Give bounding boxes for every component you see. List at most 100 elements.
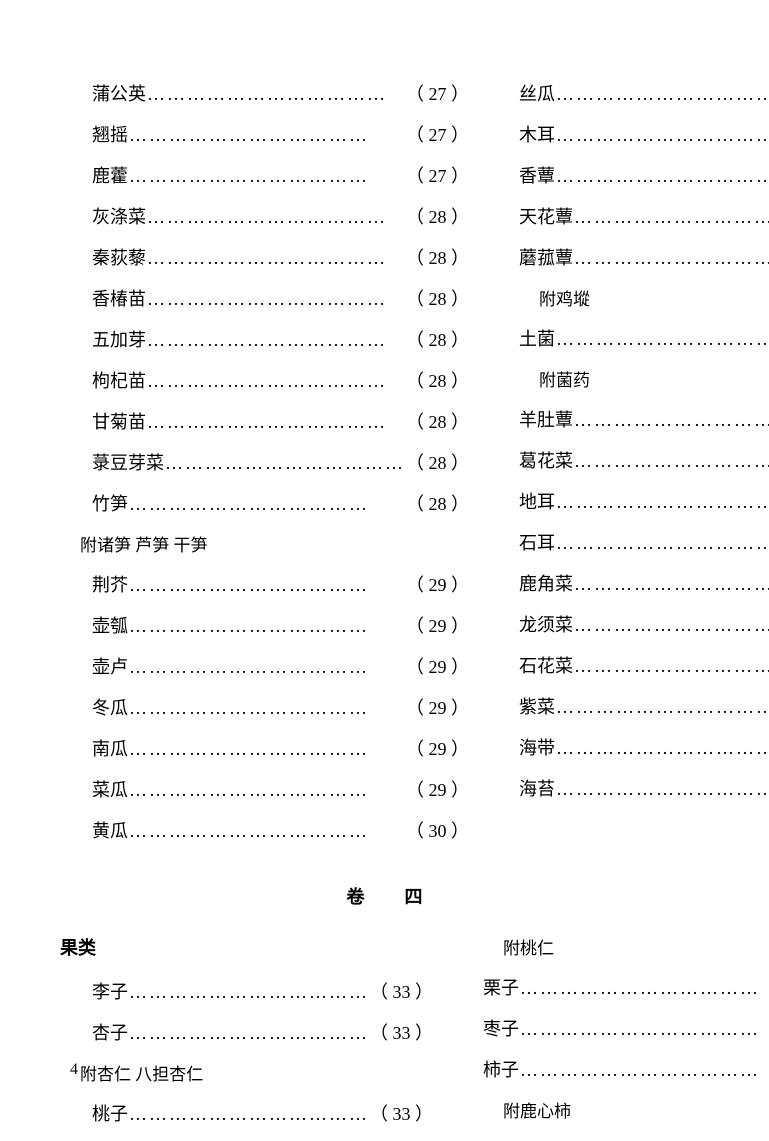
toc-entry: 葛花菜（ 31 ） bbox=[519, 447, 769, 473]
toc-leader-dots bbox=[555, 125, 769, 146]
toc-entry: 木耳（ 30 ） bbox=[519, 121, 769, 147]
toc-entry: 地耳（ 31 ） bbox=[519, 488, 769, 514]
toc-entry: 龙须菜（ 31 ） bbox=[519, 611, 769, 637]
toc-leader-dots bbox=[555, 166, 769, 187]
toc-entry-label: 秦荻藜 bbox=[60, 244, 146, 270]
toc-entry-label: 葛花菜 bbox=[519, 447, 573, 473]
toc-entry: 黄瓜（ 30 ） bbox=[60, 817, 469, 843]
toc-entry-page: （ 29 ） bbox=[406, 571, 469, 597]
toc-entry: 鹿藿（ 27 ） bbox=[60, 162, 469, 188]
toc-entry-label: 羊肚蕈 bbox=[519, 406, 573, 432]
toc-entry: 鹿角菜（ 31 ） bbox=[519, 570, 769, 596]
toc-entry-label: 丝瓜 bbox=[519, 80, 555, 106]
toc-entry-label: 枣子 bbox=[483, 1015, 519, 1041]
toc-entry-label: 五加芽 bbox=[60, 326, 146, 352]
toc-leader-dots bbox=[128, 125, 406, 146]
toc-entry: 五加芽 （ 28 ） bbox=[60, 326, 469, 352]
toc-entry-label: 甘菊苗 bbox=[60, 408, 146, 434]
toc-entry: 天花蕈（ 30 ） bbox=[519, 203, 769, 229]
toc-leader-dots bbox=[146, 289, 406, 310]
toc-leader-dots bbox=[128, 575, 406, 596]
toc-entry-label: 栗子 bbox=[483, 974, 519, 1000]
toc-entry-label: 李子 bbox=[60, 978, 128, 1004]
toc-leader-dots bbox=[128, 1023, 370, 1044]
toc-note: 附诸笋 芦笋 干笋 bbox=[80, 531, 469, 556]
toc-entry-label: 枸杞苗 bbox=[60, 367, 146, 393]
toc-entry-label: 天花蕈 bbox=[519, 203, 573, 229]
toc-entry-label: 灰涤菜 bbox=[60, 203, 146, 229]
toc-entry-page: （ 28 ） bbox=[406, 326, 469, 352]
toc-entry: 土菌（ 31 ） bbox=[519, 325, 769, 351]
toc-leader-dots bbox=[128, 1104, 370, 1125]
toc-leader-dots bbox=[146, 84, 406, 105]
toc-leader-dots bbox=[146, 207, 406, 228]
toc-leader-dots bbox=[164, 453, 406, 474]
toc-entry-page: （ 28 ） bbox=[406, 203, 469, 229]
toc-entry-label: 杏子 bbox=[60, 1019, 128, 1045]
toc-entry-label: 石花菜 bbox=[519, 652, 573, 678]
toc-leader-dots bbox=[555, 84, 769, 105]
toc-leader-dots bbox=[128, 616, 406, 637]
category-header: 果类 bbox=[60, 934, 433, 960]
toc-entry-label: 南瓜 bbox=[60, 735, 128, 761]
toc-entry-label: 壶瓠 bbox=[60, 612, 128, 638]
toc-entry: 灰涤菜 （ 28 ） bbox=[60, 203, 469, 229]
toc-entry-page: （ 29 ） bbox=[406, 776, 469, 802]
toc-leader-dots bbox=[146, 330, 406, 351]
toc-entry: 紫菜（ 32 ） bbox=[519, 693, 769, 719]
toc-leader-dots bbox=[128, 494, 406, 515]
toc-note: 附鹿心柿 bbox=[503, 1097, 769, 1122]
toc-entry-label: 竹笋 bbox=[60, 490, 128, 516]
toc-leader-dots bbox=[573, 615, 769, 636]
toc-entry: 石耳（ 31 ） bbox=[519, 529, 769, 555]
toc-leader-dots bbox=[146, 412, 406, 433]
toc-entry-label: 冬瓜 bbox=[60, 694, 128, 720]
toc-entry-page: （ 28 ） bbox=[406, 285, 469, 311]
toc-entry-label: 香蕈 bbox=[519, 162, 555, 188]
toc-leader-dots bbox=[128, 657, 406, 678]
toc-entry-label: 桃子 bbox=[60, 1100, 128, 1126]
toc-leader-dots bbox=[555, 779, 769, 800]
toc-entry-page: （ 28 ） bbox=[406, 408, 469, 434]
toc-entry: 杏子（ 33 ） bbox=[60, 1019, 433, 1045]
toc-leader-dots bbox=[573, 451, 769, 472]
toc-leader-dots bbox=[555, 492, 769, 513]
toc-entry-page: （ 29 ） bbox=[406, 612, 469, 638]
toc-entry: 南瓜（ 29 ） bbox=[60, 735, 469, 761]
toc-entry: 荆芥 （ 29 ） bbox=[60, 571, 469, 597]
toc-note: 附鸡㙡 bbox=[539, 285, 769, 310]
toc-entry-page: （ 33 ） bbox=[370, 1100, 433, 1126]
toc-leader-dots bbox=[146, 371, 406, 392]
toc-entry-page: （ 28 ） bbox=[406, 449, 469, 475]
toc-leader-dots bbox=[555, 738, 769, 759]
toc-entry: 蒲公英（ 27 ） bbox=[60, 80, 469, 106]
toc-entry-page: （ 27 ） bbox=[406, 162, 469, 188]
toc-entry-label: 翘摇 bbox=[60, 121, 128, 147]
toc-leader-dots bbox=[128, 821, 406, 842]
toc-entry: 翘摇（ 27 ） bbox=[60, 121, 469, 147]
toc-entry: 菜瓜 （ 29 ） bbox=[60, 776, 469, 802]
page-number: 4 bbox=[70, 1061, 78, 1079]
toc-entry-label: 荆芥 bbox=[60, 571, 128, 597]
toc-entry: 枸杞苗 （ 28 ） bbox=[60, 367, 469, 393]
toc-entry: 枣子 （ 34 ） bbox=[483, 1015, 769, 1041]
toc-leader-dots bbox=[519, 1060, 761, 1081]
toc-leader-dots bbox=[519, 1019, 761, 1040]
toc-entry: 丝瓜（ 30 ） bbox=[519, 80, 769, 106]
section-title: 卷四 bbox=[100, 883, 709, 909]
toc-entry-label: 海苔 bbox=[519, 775, 555, 801]
toc-entry-label: 海带 bbox=[519, 734, 555, 760]
toc-entry-label: 菜瓜 bbox=[60, 776, 128, 802]
toc-entry-page: （ 28 ） bbox=[406, 367, 469, 393]
toc-leader-dots bbox=[128, 166, 406, 187]
toc-entry-page: （ 27 ） bbox=[406, 80, 469, 106]
toc-leader-dots bbox=[555, 533, 769, 554]
toc-entry-page: （ 30 ） bbox=[406, 817, 469, 843]
toc-leader-dots bbox=[519, 978, 761, 999]
toc-entry: 壶瓠 （ 29 ） bbox=[60, 612, 469, 638]
toc-leader-dots bbox=[128, 698, 406, 719]
toc-leader-dots bbox=[555, 329, 769, 350]
toc-entry-page: （ 28 ） bbox=[406, 244, 469, 270]
toc-entry-page: （ 34 ） bbox=[761, 1015, 769, 1041]
toc-entry: 海带（ 32 ） bbox=[519, 734, 769, 760]
